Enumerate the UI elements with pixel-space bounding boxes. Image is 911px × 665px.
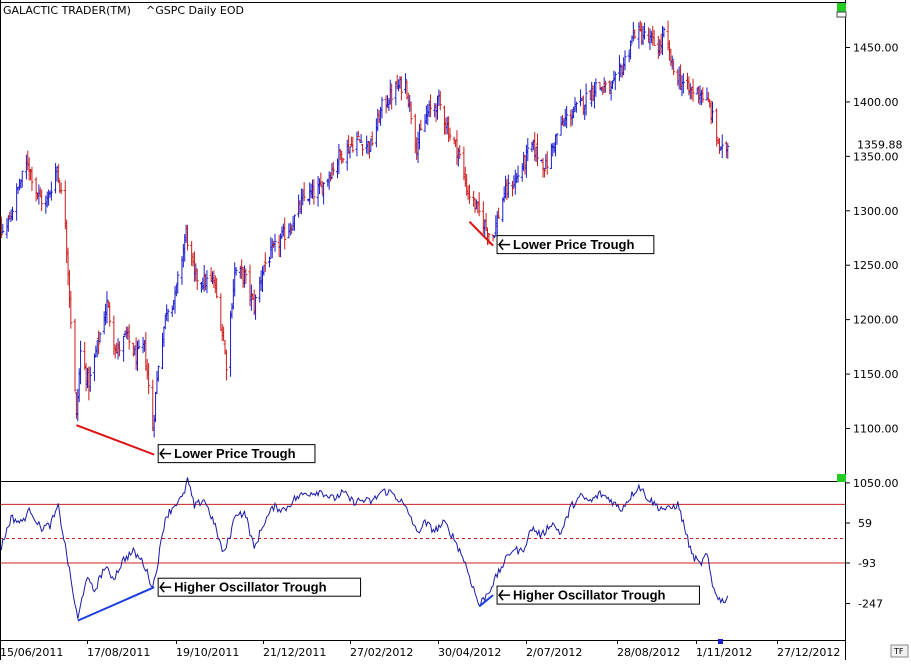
date-tick-label: 1/11/2012 (696, 646, 752, 659)
price-tick-label: 1300.00 (853, 205, 899, 218)
last-price-label: 1359.88 (857, 139, 903, 152)
tf-button-label: TF (893, 647, 904, 656)
price-tick-label: 1100.00 (853, 423, 899, 436)
symbol-label: ^GSPC Daily EOD (146, 4, 244, 17)
oscillator-trough-label: Higher Oscillator Trough (497, 586, 699, 604)
svg-text:Lower Price Trough: Lower Price Trough (174, 446, 295, 461)
price-tick-label: 1350.00 (853, 150, 899, 163)
price-tick-label: 1050.00 (853, 477, 899, 490)
date-tick-label: 21/12/2011 (263, 646, 326, 659)
osc-tick-label: 59 (858, 517, 872, 530)
price-axis: 1050.00 1100.00 1150.00 1200.00 1250.00 1300.… (845, 42, 903, 490)
price-tick-label: 1400.00 (853, 96, 899, 109)
price-tick-label: 1250.00 (853, 259, 899, 272)
app-name: GALACTIC TRADER(TM) (3, 4, 131, 17)
price-tick-label: 1450.00 (853, 42, 899, 55)
price-tick-label: 1150.00 (853, 368, 899, 381)
date-tick-label: 19/10/2011 (176, 646, 239, 659)
osc-tick-label: -93 (858, 557, 876, 570)
svg-text:Lower Price Trough: Lower Price Trough (513, 237, 634, 252)
panel-divider-marker[interactable] (837, 474, 846, 482)
scroll-handle[interactable] (837, 12, 846, 17)
date-tick-label: 27/12/2012 (777, 646, 840, 659)
date-tick-label: 27/02/2012 (350, 646, 413, 659)
date-tick-label: 30/04/2012 (438, 646, 501, 659)
osc-tick-label: -247 (858, 598, 883, 611)
svg-text:Higher Oscillator Trough: Higher Oscillator Trough (513, 588, 665, 603)
price-trough-label: Lower Price Trough (497, 236, 654, 254)
price-tick-label: 1200.00 (853, 314, 899, 327)
time-cursor-marker[interactable] (718, 639, 723, 644)
oscillator-trough-label: Higher Oscillator Trough (158, 578, 360, 596)
top-panel-marker[interactable] (837, 3, 846, 12)
date-tick-label: 28/08/2012 (617, 646, 680, 659)
date-tick-label: 17/08/2011 (87, 646, 150, 659)
date-tick-label: 2/07/2012 (526, 646, 582, 659)
svg-text:Higher Oscillator Trough: Higher Oscillator Trough (174, 580, 326, 595)
price-trough-label: Lower Price Trough (158, 445, 315, 463)
date-tick-label: 15/06/2011 (0, 646, 63, 659)
